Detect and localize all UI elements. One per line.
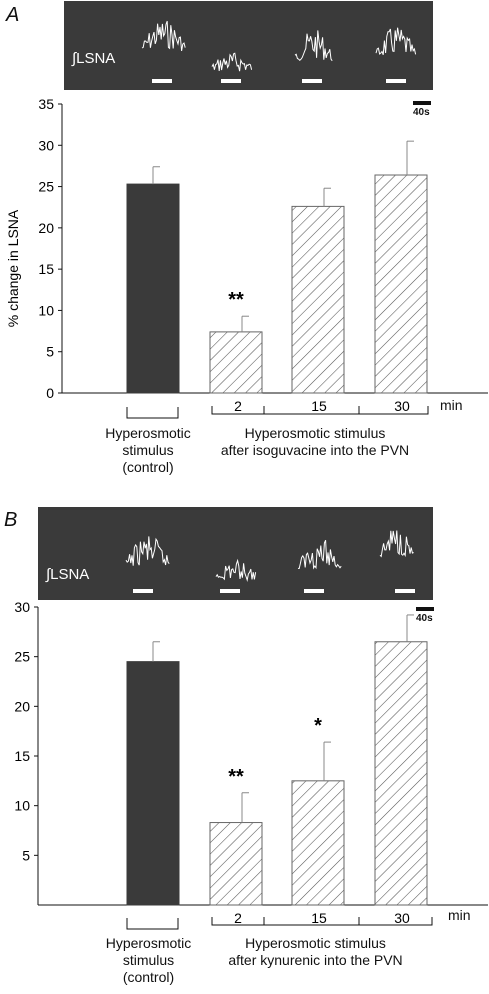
stimulus-bar (302, 79, 322, 83)
significance-label: ** (228, 766, 244, 788)
stimulus-bar (304, 589, 324, 593)
lsna-trace (211, 52, 253, 72)
panel-b-group-label: Hyperosmotic stimulus after kynurenic in… (228, 935, 403, 968)
y-axis-label: % change in LSNA (5, 209, 21, 327)
panel-b-min-label: min (448, 907, 471, 923)
y-tick-label: 20 (14, 698, 30, 714)
y-tick-label: 20 (38, 220, 54, 236)
panel-a-chart: 0 5 10 15 20 25 30 35 % change in LSNA ** 2 15 30 (5, 96, 488, 419)
bar (291, 780, 345, 906)
stimulus-bar (395, 589, 415, 593)
lsna-trace (215, 558, 257, 582)
y-tick-label: 0 (46, 385, 54, 401)
panel-b-letter: B (4, 509, 18, 531)
panel-b-control-label: Hyperosmotic stimulus (control) (105, 935, 192, 985)
panel-b-scale-bar (416, 607, 434, 611)
stimulus-bar (152, 79, 172, 83)
panel-a-letter: A (6, 4, 20, 26)
panel-b-scale-label: 40s (416, 613, 433, 624)
panel-a-lsna-label: ∫LSNA (72, 50, 116, 67)
lsna-trace (294, 30, 333, 62)
significance-label: * (314, 715, 322, 737)
panel-a-group-label: Hyperosmotic stimulus after isoguvacine … (220, 425, 410, 458)
panel-a-scale-bar (413, 101, 431, 105)
x-tick-label: 30 (394, 910, 410, 926)
stimulus-bar (220, 589, 240, 593)
y-tick-label: 5 (46, 344, 54, 360)
y-tick-label: 25 (14, 649, 30, 665)
control-bracket (126, 918, 179, 930)
x-tick-label: 2 (234, 398, 242, 414)
lsna-trace (141, 20, 186, 51)
panel-a-scale-label: 40s (413, 107, 430, 118)
lsna-trace (297, 540, 342, 570)
x-tick-label: 2 (234, 910, 242, 926)
bar (374, 174, 428, 394)
significance-label: ** (228, 289, 244, 311)
control-bracket (126, 407, 179, 419)
x-tick-label: 15 (311, 398, 327, 414)
panel-a-trace-box: ∫LSNA (64, 1, 433, 90)
group-bracket (211, 917, 433, 926)
bar (126, 183, 180, 394)
stimulus-bar (221, 79, 241, 83)
y-tick-label: 30 (14, 599, 30, 615)
lsna-trace (125, 536, 170, 566)
y-tick-label: 35 (38, 96, 54, 112)
stimulus-bar (386, 79, 406, 83)
x-tick-label: 30 (394, 398, 410, 414)
y-tick-label: 25 (38, 179, 54, 195)
panel-a-control-label: Hyperosmotic stimulus (control) (105, 425, 191, 475)
panel-b-traces (125, 530, 415, 593)
y-tick-label: 30 (38, 137, 54, 153)
panel-a-traces (141, 20, 417, 83)
y-tick-label: 5 (22, 847, 30, 863)
y-tick-label: 15 (14, 748, 30, 764)
y-tick-label: 10 (38, 302, 54, 318)
bar (209, 822, 263, 906)
x-tick-label: 15 (311, 910, 327, 926)
y-tick-label: 15 (38, 261, 54, 277)
lsna-trace (379, 530, 414, 558)
y-tick-label: 10 (14, 798, 30, 814)
bar (291, 205, 345, 394)
bar (209, 331, 263, 394)
group-bracket (211, 406, 429, 415)
panel-a-min-label: min (440, 397, 463, 413)
lsna-trace (375, 27, 417, 55)
bar (126, 661, 180, 906)
bar (374, 641, 428, 906)
panel-b-trace-box: ∫LSNA (38, 507, 433, 600)
panel-b-lsna-label: ∫LSNA (46, 566, 90, 583)
stimulus-bar (133, 589, 153, 593)
